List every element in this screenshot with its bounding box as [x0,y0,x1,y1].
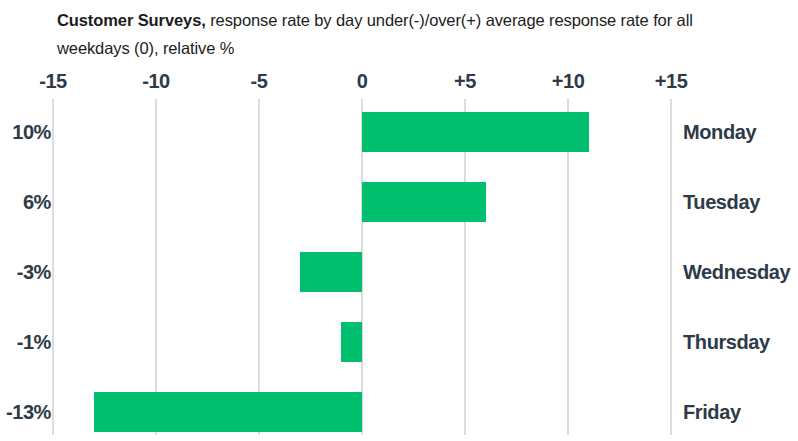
gridline--10 [155,99,157,435]
gridline-+15 [670,99,672,435]
chart-canvas: Customer Surveys, response rate by day u… [0,0,798,441]
day-label-thursday: Thursday [683,328,798,356]
value-label-wednesday: -3% [0,258,51,286]
gridline--5 [258,99,260,435]
day-label-wednesday: Wednesday [683,258,798,286]
bar-monday [362,112,589,152]
value-label-friday: -13% [0,398,51,426]
value-label-monday: 10% [0,118,51,146]
axis-tick-label--5: -5 [223,68,295,94]
bar-thursday [341,322,362,362]
value-label-thursday: -1% [0,328,51,356]
axis-tick-label--15: -15 [17,68,89,94]
bar-tuesday [362,182,486,222]
gridline--15 [52,99,54,435]
chart-title: Customer Surveys, response rate by day u… [57,6,783,62]
day-label-monday: Monday [683,118,798,146]
title-line2: weekdays (0), relative % [57,34,783,62]
title-bold: Customer Surveys, [57,11,206,29]
day-label-tuesday: Tuesday [683,188,798,216]
bar-friday [94,392,362,432]
axis-tick-label-+10: +10 [532,68,604,94]
bar-wednesday [300,252,362,292]
axis-tick-label-+15: +15 [635,68,707,94]
day-label-friday: Friday [683,398,798,426]
value-label-tuesday: 6% [0,188,51,216]
title-rest: response rate by day under(-)/over(+) av… [206,11,693,29]
axis-tick-label-0: 0 [326,68,398,94]
axis-tick-label--10: -10 [120,68,192,94]
title-line1: Customer Surveys, response rate by day u… [57,6,783,34]
axis-tick-label-+5: +5 [429,68,501,94]
